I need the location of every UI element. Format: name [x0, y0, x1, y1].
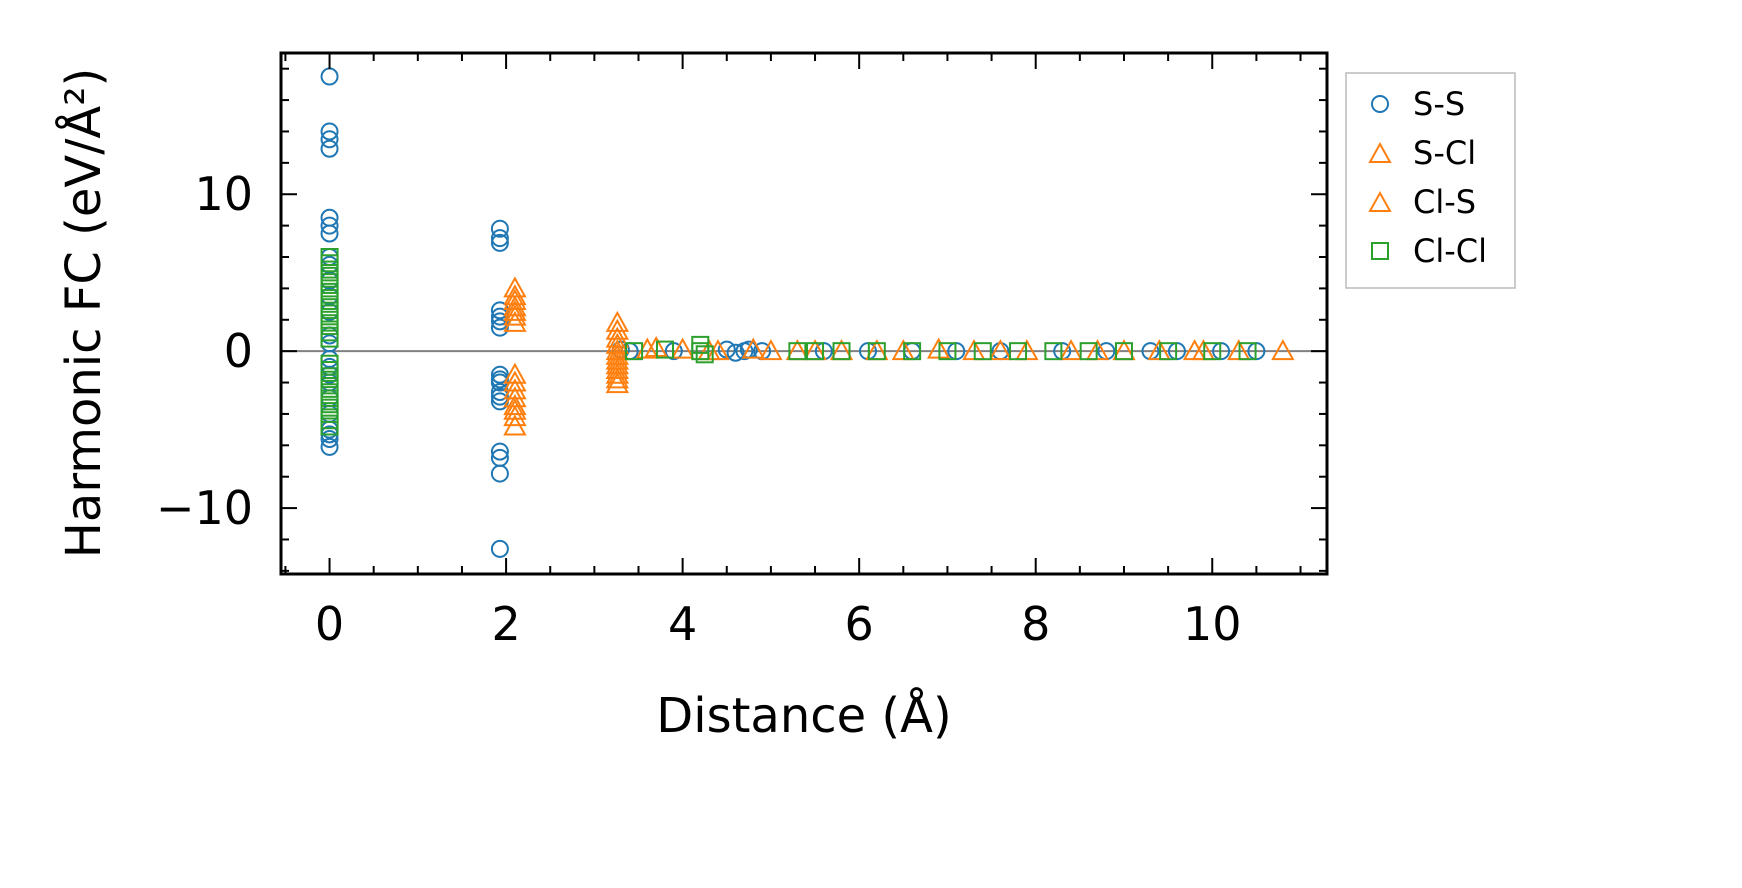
data-point-s-s — [490, 233, 509, 252]
data-point-cl-cl — [806, 342, 825, 361]
data-point-cl-cl — [1203, 342, 1222, 361]
data-point-cl-cl — [695, 345, 714, 364]
data-point-cl-cl — [320, 417, 339, 436]
data-point-s-s — [490, 387, 509, 406]
data-point-cl-cl — [788, 342, 807, 361]
y-tick-label: 0 — [224, 324, 253, 378]
data-point-s-cl — [503, 370, 527, 392]
data-point-s-cl — [503, 414, 527, 436]
data-point-s-cl — [503, 378, 527, 400]
data-point-cl-cl — [320, 329, 339, 348]
y-axis-label: Harmonic FC (eV/Å²) — [55, 68, 112, 558]
data-point-cl-cl — [973, 342, 992, 361]
data-point-s-s — [490, 365, 509, 384]
plot-area — [281, 53, 1327, 574]
data-point-s-cl — [605, 362, 630, 384]
data-point-s-cl — [503, 362, 527, 384]
data-point-cl-cl — [903, 342, 922, 361]
plot-frame — [279, 51, 1329, 576]
legend-label-cl-cl: Cl-Cl — [1413, 232, 1487, 270]
data-point-s-cl — [605, 332, 630, 354]
data-point-s-cl — [605, 372, 630, 394]
data-point-cl-s — [988, 339, 1013, 361]
data-point-s-s — [320, 122, 339, 141]
data-point-s-cl — [503, 394, 527, 416]
data-point-s-cl — [503, 295, 527, 317]
data-point-s-cl — [503, 398, 527, 420]
data-point-s-s — [320, 139, 339, 158]
data-point-s-s — [490, 312, 509, 331]
data-point-cl-cl — [1114, 342, 1133, 361]
x-tick-label: 2 — [491, 597, 520, 651]
data-point-s-cl — [605, 357, 630, 379]
legend-label-cl-s: Cl-S — [1413, 183, 1476, 221]
data-point-s-cl — [503, 299, 527, 321]
data-point-s-s — [490, 219, 509, 238]
x-tick-label: 8 — [1021, 597, 1050, 651]
data-point-s-s — [320, 224, 339, 243]
data-point-s-cl — [503, 405, 527, 427]
data-point-cl-cl — [938, 342, 957, 361]
data-point-cl-cl — [1009, 342, 1028, 361]
data-point-cl-cl — [691, 342, 710, 361]
data-point-cl-cl — [832, 342, 851, 361]
y-tick-label: 10 — [194, 167, 253, 221]
data-point-s-cl — [503, 288, 527, 310]
data-point-s-cl — [1059, 339, 1083, 361]
x-axis-label: Distance (Å) — [656, 687, 951, 744]
data-point-s-s — [490, 318, 509, 337]
data-point-s-s — [320, 437, 339, 456]
data-point-s-s — [490, 229, 509, 248]
data-point-cl-cl — [1159, 342, 1178, 361]
data-point-s-s — [320, 130, 339, 149]
data-point-cl-cl — [1044, 342, 1063, 361]
legend-marker-cl-cl — [1371, 242, 1389, 260]
x-tick-label: 6 — [845, 597, 874, 651]
legend-marker-cl-s — [1368, 190, 1392, 212]
y-tick-label: −10 — [156, 481, 253, 535]
data-point-s-cl — [605, 310, 630, 332]
data-point-cl-cl — [1079, 342, 1098, 361]
series-cl-cl — [320, 248, 1257, 436]
data-point-s-s — [490, 307, 509, 326]
data-point-s-s — [490, 539, 509, 558]
data-point-s-cl — [670, 337, 695, 359]
data-point-s-cl — [759, 339, 783, 361]
legend-box — [1345, 72, 1516, 289]
data-point-cl-cl — [655, 340, 674, 359]
data-point-cl-cl — [1238, 342, 1257, 361]
data-point-s-cl — [605, 367, 630, 389]
data-point-s-cl — [503, 304, 527, 326]
data-point-s-cl — [503, 310, 527, 332]
data-point-s-s — [490, 464, 509, 483]
data-point-s-cl — [605, 318, 630, 340]
x-tick-label: 4 — [668, 597, 697, 651]
legend: S-S S-Cl Cl-S Cl-Cl — [1345, 72, 1516, 289]
data-point-s-cl — [1271, 339, 1295, 361]
data-point-s-s — [320, 430, 339, 449]
legend-marker-s-s — [1371, 95, 1389, 113]
data-point-s-s — [726, 343, 745, 362]
data-point-s-cl — [503, 284, 527, 306]
data-point-s-cl — [741, 337, 765, 359]
x-tick-label: 0 — [315, 597, 344, 651]
legend-marker-s-cl — [1368, 141, 1392, 163]
data-point-cl-cl — [625, 342, 644, 361]
data-point-cl-cl — [867, 342, 886, 361]
data-point-s-s — [320, 216, 339, 235]
legend-label-s-s: S-S — [1413, 85, 1465, 123]
data-point-s-s — [490, 442, 509, 461]
legend-label-s-cl: S-Cl — [1413, 134, 1476, 172]
x-tick-label: 10 — [1183, 597, 1242, 651]
